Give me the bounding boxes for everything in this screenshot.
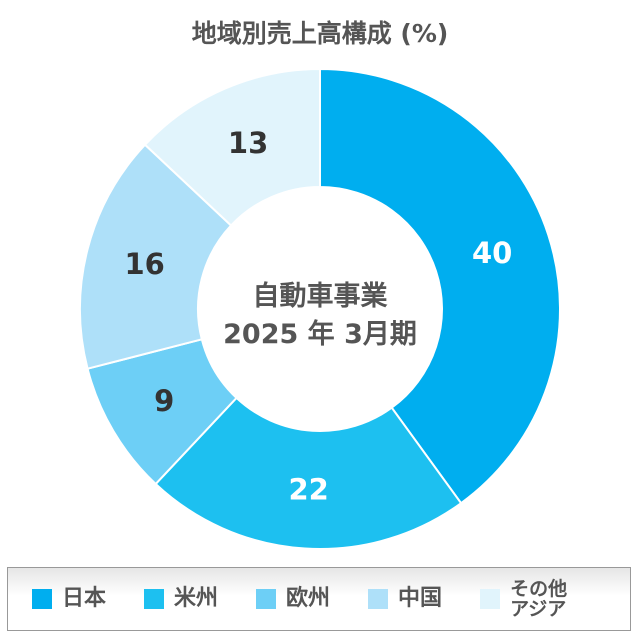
- legend-item: 日本: [32, 588, 106, 610]
- legend-label: 欧州: [286, 586, 331, 611]
- center-label-1: 2025 年 3月期: [223, 318, 417, 350]
- slice-label-3: 16: [125, 247, 165, 281]
- legend: 日本 米州 欧州 中国 その他 アジア: [7, 567, 631, 631]
- legend-label: 米州: [174, 586, 219, 611]
- slice-label-4: 13: [228, 126, 268, 160]
- slice-3: [79, 143, 233, 370]
- legend-swatch: [144, 589, 165, 609]
- legend-swatch: [32, 589, 52, 609]
- slice-label-1: 22: [288, 473, 328, 507]
- legend-item: 中国: [368, 588, 442, 610]
- legend-swatch: [368, 589, 389, 609]
- legend-label: 日本: [62, 586, 107, 611]
- legend-swatch: [256, 589, 277, 609]
- center-label-0: 自動車事業: [253, 280, 388, 312]
- chart-title: 地域別売上高構成 (%): [191, 19, 449, 48]
- slice-4: [143, 67, 321, 227]
- legend-item: 欧州: [256, 588, 330, 610]
- slice-0: [319, 67, 561, 505]
- legend-swatch: [480, 589, 501, 609]
- legend-item: その他 アジア: [480, 579, 567, 619]
- legend-label: その他 アジア: [510, 578, 568, 620]
- slice-1: [154, 396, 463, 550]
- legend-label: 中国: [398, 586, 443, 611]
- legend-item: 米州: [144, 588, 218, 610]
- slice-label-2: 9: [154, 384, 174, 418]
- slice-label-0: 40: [472, 236, 512, 270]
